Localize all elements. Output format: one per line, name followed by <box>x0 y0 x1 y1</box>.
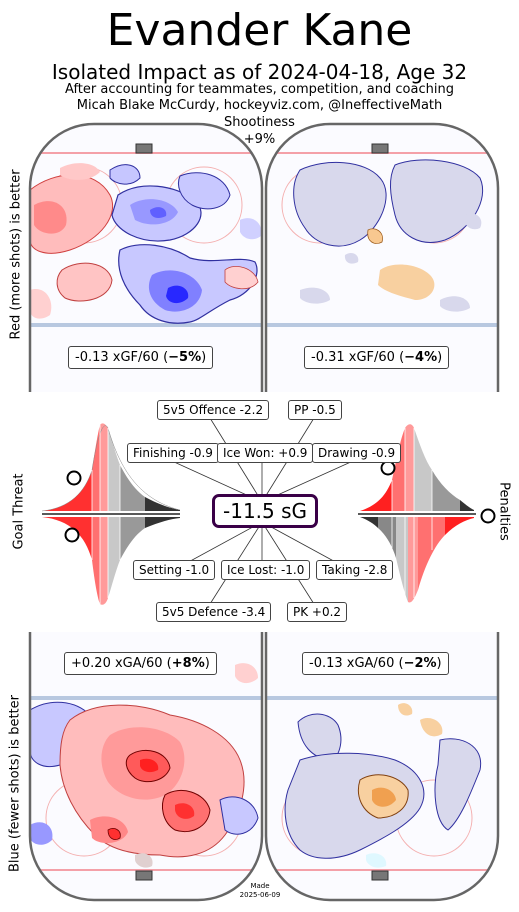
rink-defence-pk <box>266 632 498 900</box>
chart-subtitle: Isolated Impact as of 2024-04-18, Age 32 <box>51 60 468 84</box>
penalties-label: Penalties <box>496 482 512 541</box>
component-ice-won: Ice Won: +0.9 <box>217 443 314 463</box>
bottom-side-label: Blue (fewer shots) is better <box>7 695 23 872</box>
credit-line-1: After accounting for teammates, competit… <box>65 82 454 97</box>
total-sg-badge: -11.5 sG <box>212 494 319 528</box>
goal-threat-label: Goal Threat <box>11 473 27 550</box>
made-label: Made <box>250 882 270 890</box>
component-finishing: Finishing -0.9 <box>127 443 219 463</box>
xga-pk-box: -0.13 xGA/60 (−2%) <box>302 652 449 675</box>
xgf-5v5-box: -0.13 xGF/60 (−5%) <box>68 346 214 369</box>
component-taking: Taking -2.8 <box>316 560 394 580</box>
component-ice-lost: Ice Lost: -1.0 <box>221 560 311 580</box>
component-5v5-offence: 5v5 Offence -2.2 <box>157 400 270 420</box>
xga-5v5-box: +0.20 xGA/60 (+8%) <box>64 652 217 675</box>
component-5v5-defence: 5v5 Defence -3.4 <box>156 602 272 622</box>
penalties-distribution <box>358 424 496 603</box>
component-setting: Setting -1.0 <box>133 560 216 580</box>
credit-line-2: Micah Blake McCurdy, hockeyviz.com, @Ine… <box>76 98 443 113</box>
component-drawing: Drawing -0.9 <box>312 443 402 463</box>
player-name: Evander Kane <box>106 5 413 56</box>
shootiness-label: Shootiness <box>224 115 295 130</box>
goal-threat-distribution <box>41 423 181 605</box>
shootiness-value: +9% <box>243 132 276 147</box>
component-pk: PK +0.2 <box>287 602 348 622</box>
rink-defence-5v5 <box>30 632 262 900</box>
xgf-pp-box: -0.31 xGF/60 (−4%) <box>304 346 450 369</box>
made-date: 2025-06-09 <box>239 891 281 899</box>
component-pp: PP -0.5 <box>288 400 342 420</box>
top-side-label: Red (more shots) is better <box>8 169 24 340</box>
